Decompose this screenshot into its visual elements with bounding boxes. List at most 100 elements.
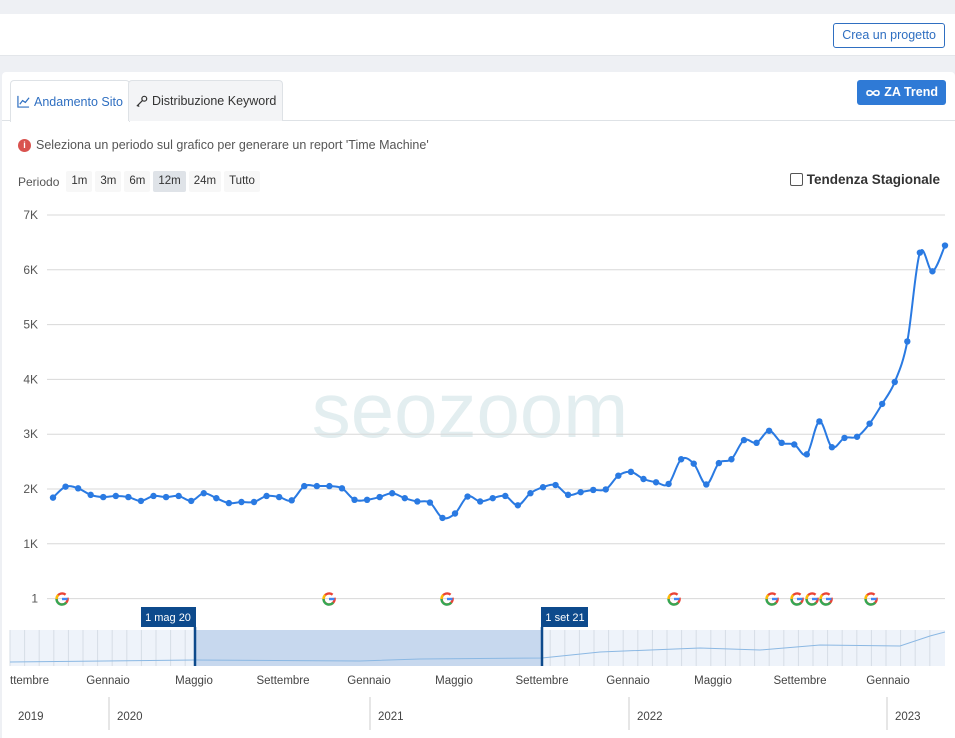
seozoom-watermark: seozoom — [312, 366, 629, 454]
data-point — [225, 499, 233, 507]
data-point — [150, 492, 157, 500]
create-project-button[interactable]: Crea un progetto — [833, 23, 945, 48]
month-label: Maggio — [694, 675, 732, 687]
y-grid — [47, 214, 945, 600]
data-point — [288, 497, 295, 504]
data-point — [502, 492, 509, 500]
y-axis: 7K 6K 5K 4K 3K 2K 1K 1 — [23, 208, 38, 606]
month-label: Gennaio — [347, 675, 390, 687]
data-point — [187, 497, 195, 505]
google-arc-green — [55, 598, 68, 606]
data-point — [929, 268, 936, 275]
data-point — [539, 484, 547, 491]
top-bar: Crea un progetto — [0, 14, 955, 56]
period-1m-button[interactable]: 1m — [66, 171, 93, 192]
data-point — [213, 494, 220, 502]
data-point — [125, 493, 132, 501]
period-24m-button[interactable]: 24m — [188, 171, 222, 192]
google-icon — [322, 592, 336, 606]
data-point — [49, 494, 57, 501]
y-tick-label: 1 — [31, 592, 38, 606]
google-arc-yellow — [790, 594, 795, 600]
period-all-button[interactable]: Tutto — [224, 171, 260, 192]
google-arc-green — [765, 598, 778, 606]
data-point — [602, 486, 609, 493]
google-arc-green — [819, 598, 832, 606]
period-label: Periodo — [18, 174, 60, 189]
month-label: Gennaio — [606, 675, 649, 687]
month-label: Maggio — [175, 675, 213, 687]
google-arc-green — [667, 598, 680, 606]
data-point — [87, 491, 94, 499]
data-point — [640, 475, 647, 483]
data-point — [162, 493, 170, 501]
data-point — [841, 434, 848, 442]
series-line[interactable] — [49, 242, 949, 522]
data-point — [740, 436, 748, 444]
period-6m-button[interactable]: 6m — [124, 171, 151, 192]
data-point — [778, 439, 785, 447]
data-point — [878, 400, 886, 408]
google-arc-yellow — [667, 594, 672, 600]
tab-bar: Andamento Sito Distribuzione Keyword ZA … — [2, 72, 955, 122]
month-label: Settembre — [515, 675, 568, 687]
data-point — [866, 420, 873, 427]
za-trend-button[interactable]: ZA Trend — [857, 80, 946, 105]
data-point — [803, 451, 811, 458]
data-point — [414, 498, 421, 505]
data-point — [326, 482, 333, 490]
month-label: Maggio — [435, 675, 473, 687]
month-label: Gennaio — [86, 675, 129, 687]
month-label: Settembre — [256, 675, 309, 687]
google-arc-green — [790, 598, 803, 606]
data-point — [703, 481, 710, 488]
google-arc-green — [440, 598, 453, 606]
google-icon — [819, 592, 833, 606]
key-icon — [136, 95, 148, 107]
google-icon — [55, 592, 69, 606]
navigator-line — [9, 631, 946, 663]
infinity-icon — [866, 89, 881, 96]
data-point — [816, 418, 823, 425]
google-arc-yellow — [440, 594, 445, 600]
data-point — [577, 488, 584, 496]
y-tick-label: 2K — [23, 482, 38, 496]
google-icon — [864, 592, 878, 606]
data-point — [200, 490, 207, 497]
google-arc-yellow — [805, 594, 810, 600]
y-tick-label: 6K — [23, 263, 38, 277]
data-point — [389, 490, 396, 497]
data-point — [904, 338, 911, 345]
month-label: Settembre — [773, 675, 826, 687]
data-point — [112, 492, 120, 500]
y-tick-label: 1K — [23, 537, 38, 551]
month-label: Gennaio — [866, 675, 909, 687]
data-point — [564, 491, 572, 499]
range-navigator[interactable]: 1 mag 20 1 set 21 ttembre Gennaio Maggio Sett… — [9, 607, 946, 730]
za-trend-label: ZA Trend — [884, 85, 938, 99]
seasonal-trend-toggle[interactable]: Tendenza Stagionale — [789, 172, 940, 187]
tab-distribuzione-keyword[interactable]: Distribuzione Keyword — [128, 80, 284, 121]
tab-andamento-sito[interactable]: Andamento Sito — [10, 80, 130, 122]
data-point — [439, 514, 446, 522]
google-icon — [667, 592, 681, 606]
data-point — [665, 480, 672, 488]
data-point — [627, 468, 635, 476]
data-point — [301, 482, 308, 490]
google-arc-green — [864, 598, 877, 606]
data-point — [891, 378, 898, 386]
period-12m-button[interactable]: 12m — [153, 171, 186, 192]
data-point — [74, 485, 82, 492]
data-point — [426, 499, 434, 506]
hint-text: Seleziona un periodo sul grafico per gen… — [36, 138, 429, 152]
y-tick-label: 7K — [23, 208, 38, 222]
data-point — [451, 510, 459, 517]
period-3m-button[interactable]: 3m — [95, 171, 122, 192]
google-arc-yellow — [55, 594, 60, 600]
google-arc-yellow — [322, 594, 327, 600]
data-point — [916, 249, 924, 256]
data-point — [376, 493, 383, 501]
data-point — [853, 433, 861, 440]
seasonal-trend-checkbox[interactable] — [789, 173, 803, 186]
